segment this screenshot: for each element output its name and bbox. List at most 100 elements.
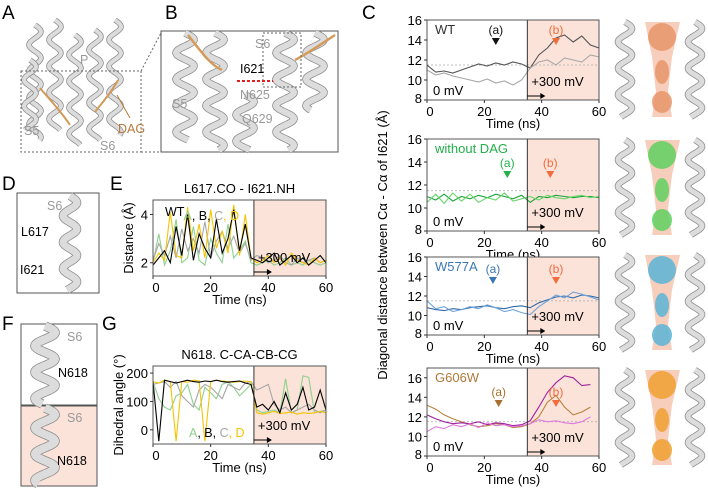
- panel-letter-f: F: [2, 314, 14, 335]
- series-line-g606w-2: [427, 375, 591, 427]
- series-title: G606W: [435, 370, 480, 385]
- x-tick-label: 0: [426, 460, 433, 475]
- legend: A, B, C, D: [189, 426, 245, 440]
- x-tick-label: 40: [534, 104, 548, 119]
- legend-item: , B,: [192, 209, 214, 223]
- arrow-head-icon: [266, 269, 272, 275]
- series-line-wt-2: [427, 54, 599, 86]
- x-tick-label: 0: [426, 235, 433, 250]
- x-tick-label: 60: [592, 460, 606, 475]
- arrow-head-icon: [540, 449, 546, 455]
- voltage-before-label: 0 mV: [433, 214, 464, 229]
- marker-label: (a): [500, 156, 515, 170]
- voltage-after-label: +300 mV: [531, 205, 584, 220]
- x-tick-label: 0: [426, 339, 433, 354]
- chart-g: 0 20 40 60 0 100 200 Time (ns) Dihedral angle (°…: [111, 347, 333, 475]
- panel-f-top-frame: [20, 323, 98, 406]
- panel-b-inner-box: [262, 32, 302, 88]
- y-tick-label: 8: [415, 447, 422, 462]
- panel-f-bottom-frame: [20, 405, 98, 487]
- marker-arrow-icon: [494, 400, 503, 407]
- x-tick-label: 60: [592, 104, 606, 119]
- chart-c1: 0 20 40 60 8 10 12 14 16 Time (ns) +300 mV 0 mV WT (a…: [408, 13, 607, 131]
- series-title: W577A: [435, 259, 478, 274]
- helix: [86, 28, 104, 142]
- x-tick-label: 40: [261, 280, 275, 295]
- x-tick-label: 60: [319, 280, 333, 295]
- voltage-before-label: 0 mV: [433, 439, 464, 454]
- y-tick-label: 14: [408, 390, 422, 405]
- label-dag: DAG: [118, 122, 145, 136]
- voltage-shade: [527, 139, 599, 231]
- panel-letter-g: G: [102, 314, 117, 335]
- label-s5: S5: [172, 97, 187, 111]
- series-title: without DAG: [434, 141, 508, 156]
- series-line-c: [153, 380, 326, 414]
- legend-prefix: WT: [165, 205, 185, 219]
- channel-structure-b: [172, 29, 336, 154]
- label-s6: S6: [100, 139, 115, 153]
- helix: [21, 58, 39, 132]
- marker-arrow-icon: [503, 171, 512, 178]
- label-l617: L617: [21, 225, 49, 239]
- helix: [615, 137, 635, 238]
- legend-item: , D: [223, 209, 239, 223]
- label-s6-top: S6: [67, 330, 82, 344]
- voltage-before-label: 0 mV: [433, 83, 464, 98]
- legend-item: A: [189, 426, 198, 440]
- pore-images: [614, 19, 706, 468]
- x-tick-label: 0: [152, 280, 159, 295]
- chart-title: L617.CO - I621.NH: [184, 181, 295, 196]
- plot-frame: [152, 199, 327, 277]
- y-tick-label: 12: [408, 289, 422, 304]
- chart-title: N618. C-CA-CB-CG: [181, 347, 297, 362]
- voltage-after-label: +300 mV: [531, 430, 584, 445]
- x-tick-label: 60: [592, 235, 606, 250]
- helix-s6: [59, 192, 81, 293]
- panel-d-frame: [16, 192, 100, 294]
- x-axis-label: Time (ns): [486, 472, 540, 487]
- label-n618-bottom: N618: [57, 454, 87, 468]
- arrow-head-icon: [540, 93, 546, 99]
- y-tick-label: 14: [408, 155, 422, 170]
- dag-pointer: [116, 94, 131, 119]
- pore-surface-upper: [648, 371, 676, 399]
- x-tick-label: 20: [477, 339, 491, 354]
- pore-image-3: [614, 367, 706, 468]
- chart-c4: 0 20 40 60 8 10 12 14 16 Time (ns) +300 mV 0 mV G606…: [408, 367, 606, 487]
- y-tick-label: 12: [408, 53, 422, 68]
- zoom-connector-top: [140, 30, 163, 72]
- y-tick-label: 14: [408, 33, 422, 48]
- label-s6-bottom: S6: [67, 411, 82, 425]
- x-tick-label: 40: [534, 460, 548, 475]
- marker-label: (b): [543, 156, 558, 170]
- panel-c-ylabel: Diagonal distance between Cα - Cα of I62…: [375, 110, 390, 379]
- legend: WTA, B, C, D: [165, 205, 239, 223]
- pore-surface-middle: [655, 408, 669, 432]
- helix: [46, 18, 64, 132]
- y-tick-label: 16: [408, 250, 422, 265]
- helix-s6-bottom: [30, 404, 60, 488]
- y-tick-label: 10: [408, 73, 422, 88]
- marker-arrow-icon: [552, 400, 560, 407]
- zoom-region-box: [20, 70, 142, 153]
- helix-s6-d: [58, 192, 82, 294]
- voltage-after-label: +300 mV: [258, 418, 311, 433]
- x-tick-label: 40: [261, 448, 275, 463]
- marker-arrow-icon: [546, 171, 555, 178]
- panel-letter-b: B: [165, 3, 178, 24]
- x-tick-label: 20: [477, 235, 491, 250]
- pore-surface-lower: [652, 209, 672, 231]
- helix: [615, 252, 635, 353]
- pore-image-2: [614, 252, 706, 353]
- y-tick-label: 0: [141, 423, 148, 438]
- series-line-b: [153, 379, 326, 442]
- series-line-w577a-2: [427, 291, 599, 316]
- label-s5: S5: [24, 124, 39, 138]
- marker-label: (a): [491, 385, 506, 399]
- legend-item: , B,: [197, 426, 219, 440]
- channel-structure-a: [21, 17, 124, 147]
- pore-surface-middle: [655, 60, 669, 84]
- pore-surface-upper: [648, 256, 676, 284]
